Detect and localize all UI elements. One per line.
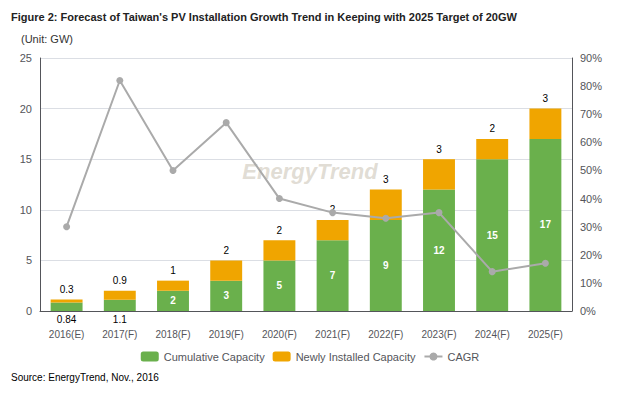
- svg-text:60%: 60%: [580, 136, 602, 148]
- svg-text:10%: 10%: [580, 277, 602, 289]
- svg-text:2: 2: [330, 204, 336, 215]
- svg-text:0.3: 0.3: [60, 284, 74, 295]
- svg-text:2016(E): 2016(E): [49, 329, 85, 340]
- svg-text:0%: 0%: [580, 305, 596, 317]
- svg-text:5: 5: [277, 280, 283, 291]
- svg-text:30%: 30%: [580, 221, 602, 233]
- svg-text:2025(F): 2025(F): [528, 329, 563, 340]
- svg-text:17: 17: [540, 219, 552, 230]
- svg-text:7: 7: [330, 270, 336, 281]
- svg-text:EnergyTrend: EnergyTrend: [242, 159, 378, 184]
- svg-text:9: 9: [383, 260, 389, 271]
- svg-text:2: 2: [223, 245, 229, 256]
- svg-text:3: 3: [436, 144, 442, 155]
- svg-text:70%: 70%: [580, 108, 602, 120]
- svg-text:(Unit: GW): (Unit: GW): [21, 33, 73, 45]
- svg-text:5: 5: [26, 254, 32, 266]
- svg-text:3: 3: [383, 174, 389, 185]
- svg-text:Cumulative Capacity: Cumulative Capacity: [164, 351, 265, 363]
- svg-text:2024(F): 2024(F): [475, 329, 510, 340]
- svg-text:80%: 80%: [580, 80, 602, 92]
- svg-text:0: 0: [26, 305, 32, 317]
- svg-text:0.9: 0.9: [113, 275, 127, 286]
- svg-text:Source: EnergyTrend, Nov., 201: Source: EnergyTrend, Nov., 2016: [11, 372, 159, 383]
- svg-text:15: 15: [20, 153, 32, 165]
- svg-text:2: 2: [170, 295, 176, 306]
- svg-text:2: 2: [489, 123, 495, 134]
- svg-text:20: 20: [20, 103, 32, 115]
- svg-text:2: 2: [277, 225, 283, 236]
- svg-text:0.84: 0.84: [57, 314, 77, 325]
- svg-text:12: 12: [433, 245, 445, 256]
- svg-text:2023(F): 2023(F): [421, 329, 456, 340]
- svg-text:50%: 50%: [580, 164, 602, 176]
- svg-text:2019(F): 2019(F): [209, 329, 244, 340]
- svg-text:40%: 40%: [580, 193, 602, 205]
- svg-text:2017(F): 2017(F): [102, 329, 137, 340]
- svg-text:10: 10: [20, 204, 32, 216]
- svg-text:2022(F): 2022(F): [368, 329, 403, 340]
- svg-text:25: 25: [20, 52, 32, 64]
- svg-text:90%: 90%: [580, 52, 602, 64]
- svg-text:Figure 2: Forecast of Taiwan's: Figure 2: Forecast of Taiwan's PV Instal…: [11, 11, 517, 23]
- svg-text:CAGR: CAGR: [447, 351, 479, 363]
- svg-text:15: 15: [487, 230, 499, 241]
- svg-text:3: 3: [223, 290, 229, 301]
- svg-text:20%: 20%: [580, 249, 602, 261]
- svg-text:2020(F): 2020(F): [262, 329, 297, 340]
- svg-text:Newly Installed Capacity: Newly Installed Capacity: [296, 351, 416, 363]
- svg-text:1.1: 1.1: [113, 314, 127, 325]
- svg-text:2021(F): 2021(F): [315, 329, 350, 340]
- svg-text:2018(F): 2018(F): [155, 329, 190, 340]
- svg-text:1: 1: [170, 265, 176, 276]
- svg-text:3: 3: [543, 93, 549, 104]
